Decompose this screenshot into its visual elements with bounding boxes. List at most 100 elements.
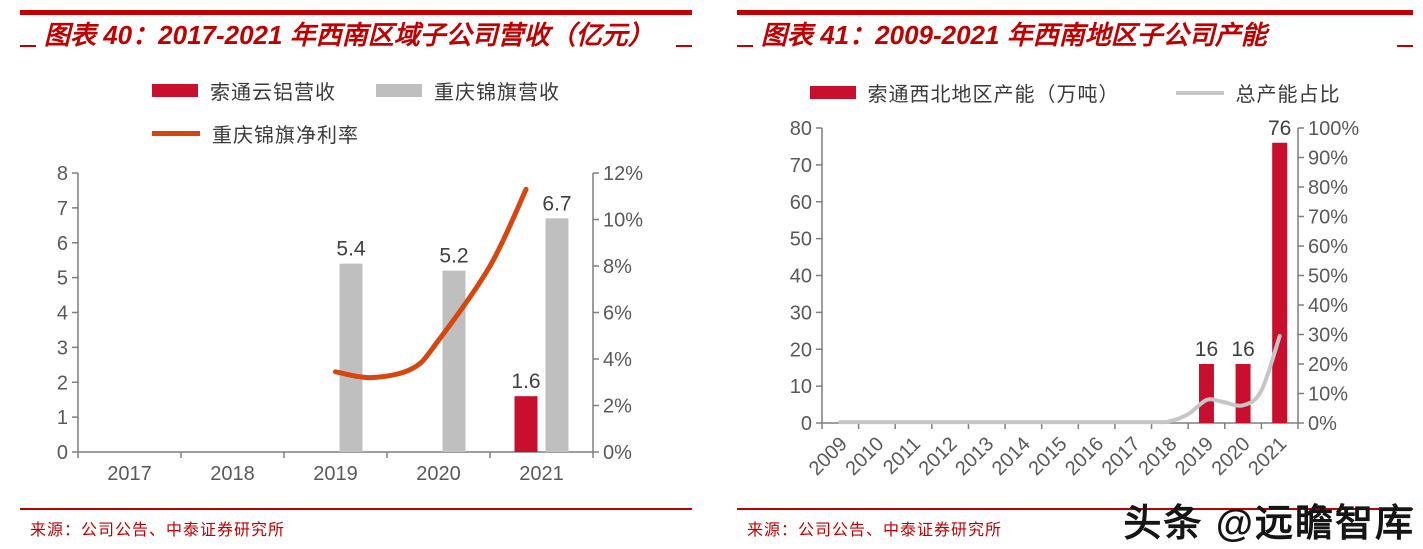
right-axis-tick-label: 4% bbox=[603, 349, 632, 371]
legend-row-line: 重庆锦旗净利率 bbox=[152, 119, 359, 148]
caption-rule-left bbox=[20, 42, 36, 47]
bar-value-label: 6.7 bbox=[542, 192, 571, 215]
right-axis-tick-label: 80% bbox=[1308, 177, 1348, 199]
bar bbox=[1198, 364, 1214, 423]
right-axis-tick-label: 8% bbox=[603, 256, 632, 278]
top-accent-bar bbox=[20, 10, 692, 15]
right-axis-tick-label: 6% bbox=[603, 303, 632, 325]
x-axis-label: 2019 bbox=[313, 463, 358, 485]
caption-rule-right bbox=[676, 42, 692, 47]
bar-swatch-icon bbox=[376, 84, 422, 97]
figure-41-legend: 索通西北地区产能（万吨） 总产能占比 bbox=[737, 78, 1413, 107]
bar-value-label: 16 bbox=[1231, 338, 1254, 361]
x-axis-label: 2012 bbox=[915, 433, 962, 480]
left-axis-tick-label: 5 bbox=[57, 268, 68, 290]
figure-40-footer: 来源：公司公告、中泰证券研究所 bbox=[20, 508, 692, 540]
x-axis-label: 2018 bbox=[210, 463, 255, 485]
x-axis-label: 2015 bbox=[1025, 433, 1072, 480]
bar bbox=[514, 396, 538, 452]
bar-value-label: 5.2 bbox=[439, 245, 468, 268]
legend-item-net-margin: 重庆锦旗净利率 bbox=[152, 119, 359, 148]
bar-value-label: 76 bbox=[1268, 117, 1291, 140]
left-axis-tick-label: 2 bbox=[57, 372, 68, 394]
line-series bbox=[838, 333, 1282, 425]
axis-lines bbox=[821, 128, 1299, 424]
bar bbox=[1235, 364, 1251, 423]
x-axis-label: 2021 bbox=[1244, 433, 1291, 480]
x-axis-label: 2020 bbox=[1208, 433, 1255, 480]
x-axis-label: 2011 bbox=[879, 433, 925, 479]
left-axis-tick-label: 70 bbox=[790, 155, 812, 177]
footer-rule bbox=[20, 508, 692, 510]
legend-row-bars: 索通云铝营收 重庆锦旗营收 bbox=[152, 76, 560, 105]
watermark: 头条 @远瞻智库 bbox=[1123, 503, 1415, 545]
bar-value-label: 5.4 bbox=[336, 238, 366, 261]
left-axis-tick-label: 20 bbox=[790, 339, 812, 361]
right-axis-tick-label: 12% bbox=[603, 163, 643, 185]
x-axis-label: 2013 bbox=[951, 433, 998, 480]
legend-item-chongqing-jinqi: 重庆锦旗营收 bbox=[376, 76, 560, 105]
caption-rule-right bbox=[1397, 42, 1413, 47]
figure-40: 图表 40：2017-2021 年西南区域子公司营收（亿元） 索通云铝营收 重庆… bbox=[20, 10, 692, 539]
right-axis-tick-label: 100% bbox=[1308, 118, 1359, 140]
bar-swatch-icon bbox=[809, 86, 856, 99]
left-axis-tick-label: 7 bbox=[57, 198, 68, 220]
figure-41-caption-row: 图表 41：2009-2021 年西南地区子公司产能 bbox=[737, 20, 1413, 50]
line-swatch-icon bbox=[1175, 90, 1224, 95]
left-axis-tick-label: 1 bbox=[57, 407, 68, 429]
right-axis-tick-label: 10% bbox=[1308, 384, 1348, 406]
left-axis-tick-label: 80 bbox=[790, 118, 812, 140]
right-axis-tick-label: 30% bbox=[1308, 325, 1348, 347]
x-axis-label: 2017 bbox=[1098, 433, 1145, 480]
plot-area: 0 1 2 3 4 5 6 7 8 0% 2% 4% 6% 8% 10% 12% 2017 2018 2019 202… bbox=[57, 163, 643, 485]
left-axis-tick-label: 0 bbox=[801, 413, 812, 435]
figure-40-source: 来源：公司公告、中泰证券研究所 bbox=[30, 522, 286, 539]
figure-41: 图表 41：2009-2021 年西南地区子公司产能 索通西北地区产能（万吨） … bbox=[737, 10, 1413, 539]
bar-value-label: 16 bbox=[1195, 338, 1218, 361]
right-axis-tick-label: 50% bbox=[1308, 266, 1348, 288]
footer-rule bbox=[737, 508, 1413, 510]
right-axis-tick-label: 0% bbox=[1308, 413, 1337, 435]
figure-40-title: 图表 40：2017-2021 年西南区域子公司营收（亿元） bbox=[44, 20, 654, 50]
x-axis-label: 2016 bbox=[1061, 433, 1108, 480]
x-axis-label: 2009 bbox=[805, 433, 852, 480]
x-axis-label: 2019 bbox=[1171, 433, 1218, 480]
legend-item-suotong-yunlv: 索通云铝营收 bbox=[152, 76, 336, 105]
bar bbox=[442, 270, 466, 452]
right-axis-tick-label: 90% bbox=[1308, 148, 1348, 170]
line-series bbox=[333, 186, 529, 381]
legend-label: 重庆锦旗营收 bbox=[434, 82, 560, 104]
bar-value-label: 1.6 bbox=[511, 370, 540, 393]
left-axis-tick-label: 6 bbox=[57, 233, 68, 255]
left-axis-tick-label: 0 bbox=[57, 442, 68, 464]
x-axis-label: 2021 bbox=[519, 463, 564, 485]
left-axis-tick-label: 40 bbox=[790, 266, 812, 288]
left-axis-tick-label: 8 bbox=[57, 163, 68, 185]
legend-label: 索通云铝营收 bbox=[210, 82, 336, 104]
x-axis-label: 2017 bbox=[107, 463, 152, 485]
legend-row: 索通西北地区产能（万吨） 总产能占比 bbox=[809, 78, 1341, 107]
left-axis-tick-label: 10 bbox=[790, 376, 812, 398]
x-axis-label: 2010 bbox=[841, 433, 888, 480]
right-axis-tick-label: 20% bbox=[1308, 354, 1348, 376]
bar-swatch-icon bbox=[152, 84, 198, 97]
right-axis-tick-label: 40% bbox=[1308, 295, 1348, 317]
right-axis-tick-label: 10% bbox=[603, 210, 643, 232]
bar bbox=[339, 263, 363, 452]
figure-40-caption-row: 图表 40：2017-2021 年西南区域子公司营收（亿元） bbox=[20, 20, 692, 50]
plot-area: 0 10 20 30 40 50 60 70 80 0% 10% 20% 30% 40% 50% 60% 70%… bbox=[790, 117, 1360, 480]
revenue-chart-canvas: 0 1 2 3 4 5 6 7 8 0% 2% 4% 6% 8% 10% 12% 2017 2018 2019 202… bbox=[57, 163, 643, 485]
bar bbox=[545, 218, 569, 452]
line-swatch-icon bbox=[152, 131, 200, 136]
figure-41-footer: 来源：公司公告、中泰证券研究所 bbox=[737, 508, 1413, 540]
left-axis-tick-label: 30 bbox=[790, 302, 812, 324]
right-axis-tick-label: 2% bbox=[603, 396, 632, 418]
x-axis-label: 2014 bbox=[988, 433, 1035, 480]
capacity-chart-canvas: 0 10 20 30 40 50 60 70 80 0% 10% 20% 30% 40% 50% 60% 70%… bbox=[790, 117, 1360, 480]
figure-41-source: 来源：公司公告、中泰证券研究所 bbox=[747, 522, 1003, 539]
bar bbox=[1272, 142, 1288, 423]
x-axis-label: 2020 bbox=[416, 463, 461, 485]
left-axis-tick-label: 60 bbox=[790, 192, 812, 214]
legend-item-capacity-share: 总产能占比 bbox=[1175, 78, 1341, 107]
